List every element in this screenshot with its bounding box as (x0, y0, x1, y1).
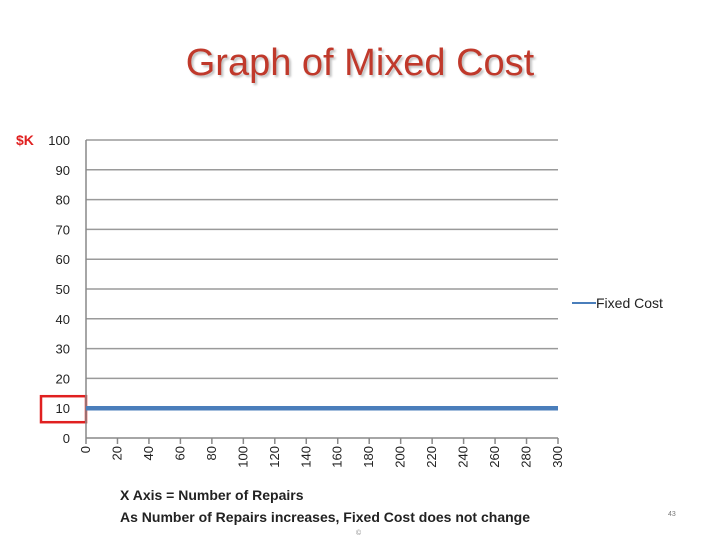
page-number: 43 (668, 511, 676, 518)
x-tick-label-40: 40 (141, 446, 156, 460)
x-tick-label-200: 200 (393, 446, 408, 468)
footer-symbol: © (356, 530, 362, 537)
y-tick-label-40: 40 (56, 312, 70, 327)
caption-explanation: As Number of Repairs increases, Fixed Co… (120, 509, 530, 525)
y-tick-label-100: 100 (48, 133, 70, 148)
x-tick-label-300: 300 (550, 446, 565, 468)
y-tick-label-10: 10 (56, 401, 70, 416)
y-tick-label-70: 70 (56, 222, 70, 237)
y-tick-label-0: 0 (63, 431, 70, 446)
y-tick-label-90: 90 (56, 163, 70, 178)
y-tick-label-50: 50 (56, 282, 70, 297)
x-tick-label-0: 0 (78, 446, 93, 453)
x-tick-label-220: 220 (424, 446, 439, 468)
x-tick-label-180: 180 (361, 446, 376, 468)
x-tick-label-60: 60 (172, 446, 187, 460)
x-tick-label-100: 100 (235, 446, 250, 468)
x-tick-label-80: 80 (204, 446, 219, 460)
y-tick-label-60: 60 (56, 252, 70, 267)
y-tick-label-80: 80 (56, 193, 70, 208)
y-tick-label-30: 30 (56, 342, 70, 357)
x-tick-label-20: 20 (109, 446, 124, 460)
x-tick-label-140: 140 (298, 446, 313, 468)
x-tick-label-240: 240 (456, 446, 471, 468)
caption-x-axis: X Axis = Number of Repairs (120, 487, 304, 503)
y-axis-title: $K (16, 132, 34, 148)
x-tick-label-120: 120 (267, 446, 282, 468)
slide-title: Graph of Mixed Cost (185, 42, 535, 84)
y-tick-label-20: 20 (56, 371, 70, 386)
legend-label: Fixed Cost (596, 295, 663, 311)
x-tick-label-260: 260 (487, 446, 502, 468)
x-tick-label-280: 280 (519, 446, 534, 468)
x-tick-label-160: 160 (330, 446, 345, 468)
